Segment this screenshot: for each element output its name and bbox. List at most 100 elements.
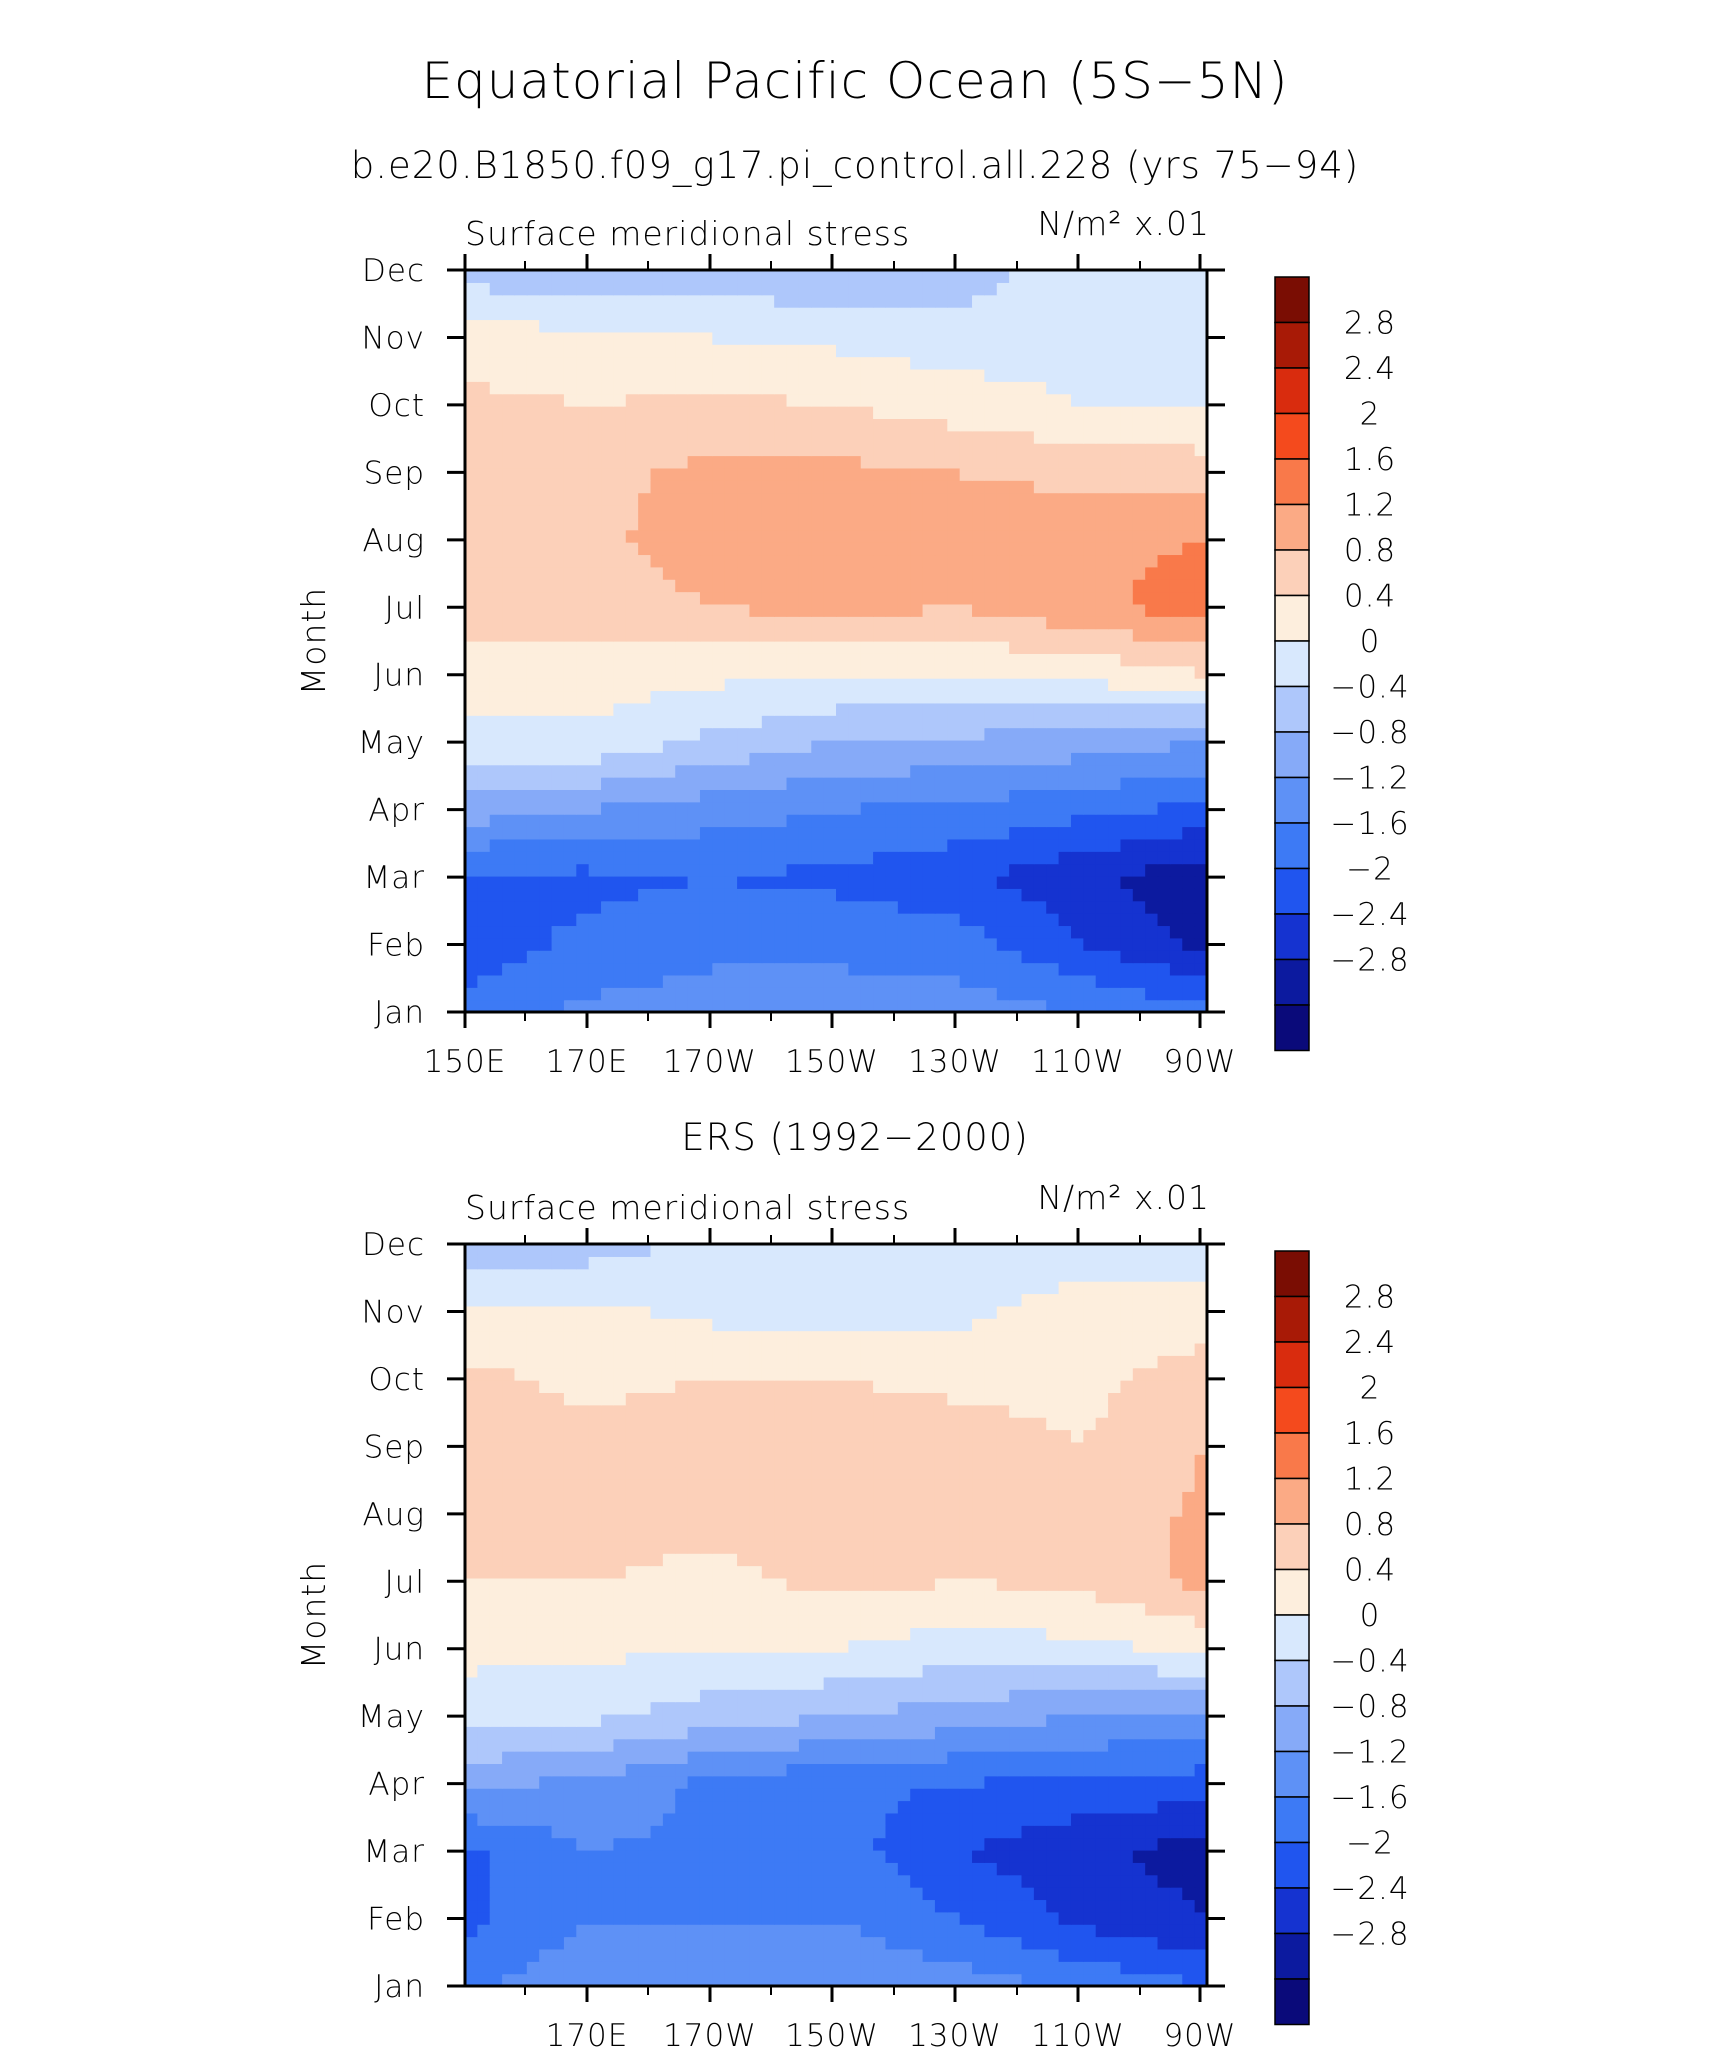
heatmap-cell [1157,381,1171,395]
heatmap-cell [947,504,961,518]
heatmap-cell [1157,591,1171,605]
heatmap-cell [910,368,924,382]
heatmap-cell [910,801,924,815]
heatmap-cell [1157,393,1171,407]
heatmap-cell [638,529,652,543]
heatmap-cell [897,1862,911,1876]
heatmap-cell [996,863,1010,877]
heatmap-cell [1095,1751,1109,1764]
heatmap-cell [601,344,614,358]
heatmap-cell [1157,1763,1171,1777]
heatmap-cell [749,1788,763,1802]
heatmap-cell [502,974,516,988]
heatmap-cell [613,937,627,951]
heatmap-cell [897,504,911,518]
heatmap-cell [712,282,726,296]
heatmap-cell [1083,814,1097,828]
heatmap-cell [1108,987,1122,1001]
heatmap-cell [910,467,924,481]
heatmap-cell [489,455,503,469]
heatmap-cell [1145,950,1159,964]
heatmap-cell [724,974,738,988]
y-tick-label: Dec [362,253,425,289]
heatmap-cell [1194,913,1207,927]
heatmap-cell [1033,1849,1047,1863]
heatmap-cell [1132,1800,1146,1814]
heatmap-cell [1021,1726,1035,1740]
heatmap-cell [1033,851,1047,865]
heatmap-cell [761,554,775,568]
heatmap-cell [885,727,899,741]
heatmap-cell [724,752,738,766]
heatmap-cell [1046,888,1060,902]
heatmap-cell [526,406,540,419]
heatmap-cell [477,467,491,481]
heatmap-cell [1182,356,1196,370]
heatmap-cell [625,678,639,692]
heatmap-cell [1194,1862,1207,1876]
heatmap-cell [836,888,849,902]
heatmap-cell [1194,950,1207,964]
heatmap-cell [551,270,565,283]
heatmap-cell [922,702,936,716]
heatmap-cell [662,900,676,914]
heatmap-cell [613,467,627,481]
heatmap-cell [662,1961,676,1975]
heatmap-cell [601,1837,614,1851]
heatmap-cell [897,430,911,444]
heatmap-cell [588,999,602,1012]
heatmap-cell [922,381,936,395]
heatmap-cell [514,665,528,679]
heatmap-cell [860,925,874,939]
heatmap-cell [737,900,751,914]
heatmap-cell [1058,962,1072,976]
heatmap-cell [984,406,998,419]
heatmap-cell [662,1862,676,1876]
heatmap-cell [650,1961,664,1975]
heatmap-cell [724,826,738,840]
heatmap-cell [984,1849,998,1863]
heatmap-cell [514,814,528,828]
heatmap-cell [737,504,751,518]
heatmap-cell [1009,1849,1023,1863]
heatmap-cell [625,665,639,679]
panel-model-ticks: JanFebMarAprMayJunJulAugSepOctNovDec150E… [358,253,1236,1080]
heatmap-cell [836,344,849,358]
heatmap-cell [798,1948,812,1962]
heatmap-cell [675,838,689,852]
heatmap-cell [699,715,713,729]
heatmap-cell [1070,331,1084,345]
heatmap-cell [786,1775,800,1789]
heatmap-cell [1120,319,1134,333]
heatmap-cell [761,1825,775,1839]
heatmap-cell [761,294,775,308]
heatmap-cell [1132,381,1146,395]
heatmap-cell [848,467,862,481]
heatmap-cell [514,616,528,630]
heatmap-cell [625,1738,639,1752]
heatmap-cell [724,900,738,914]
heatmap-cell [860,900,874,914]
heatmap-cell [465,665,478,679]
heatmap-cell [650,270,664,283]
heatmap-cell [811,900,825,914]
heatmap-cell [712,554,726,568]
heatmap-cell [1194,752,1207,766]
heatmap-cell [1169,393,1183,407]
heatmap-cell [761,739,775,753]
heatmap-cell [539,443,553,457]
heatmap-cell [848,1899,862,1913]
heatmap-cell [823,727,837,741]
heatmap-cell [1046,999,1060,1012]
heatmap-cell [1157,1751,1171,1764]
heatmap-cell [761,566,775,580]
heatmap-cell [1194,282,1207,296]
heatmap-cell [1033,739,1047,753]
heatmap-cell [477,1825,491,1839]
heatmap-cell [774,974,788,988]
heatmap-cell [1046,591,1060,605]
heatmap-cell [1120,913,1134,927]
heatmap-cell [625,270,639,283]
heatmap-cell [613,430,627,444]
heatmap-cell [699,480,713,494]
